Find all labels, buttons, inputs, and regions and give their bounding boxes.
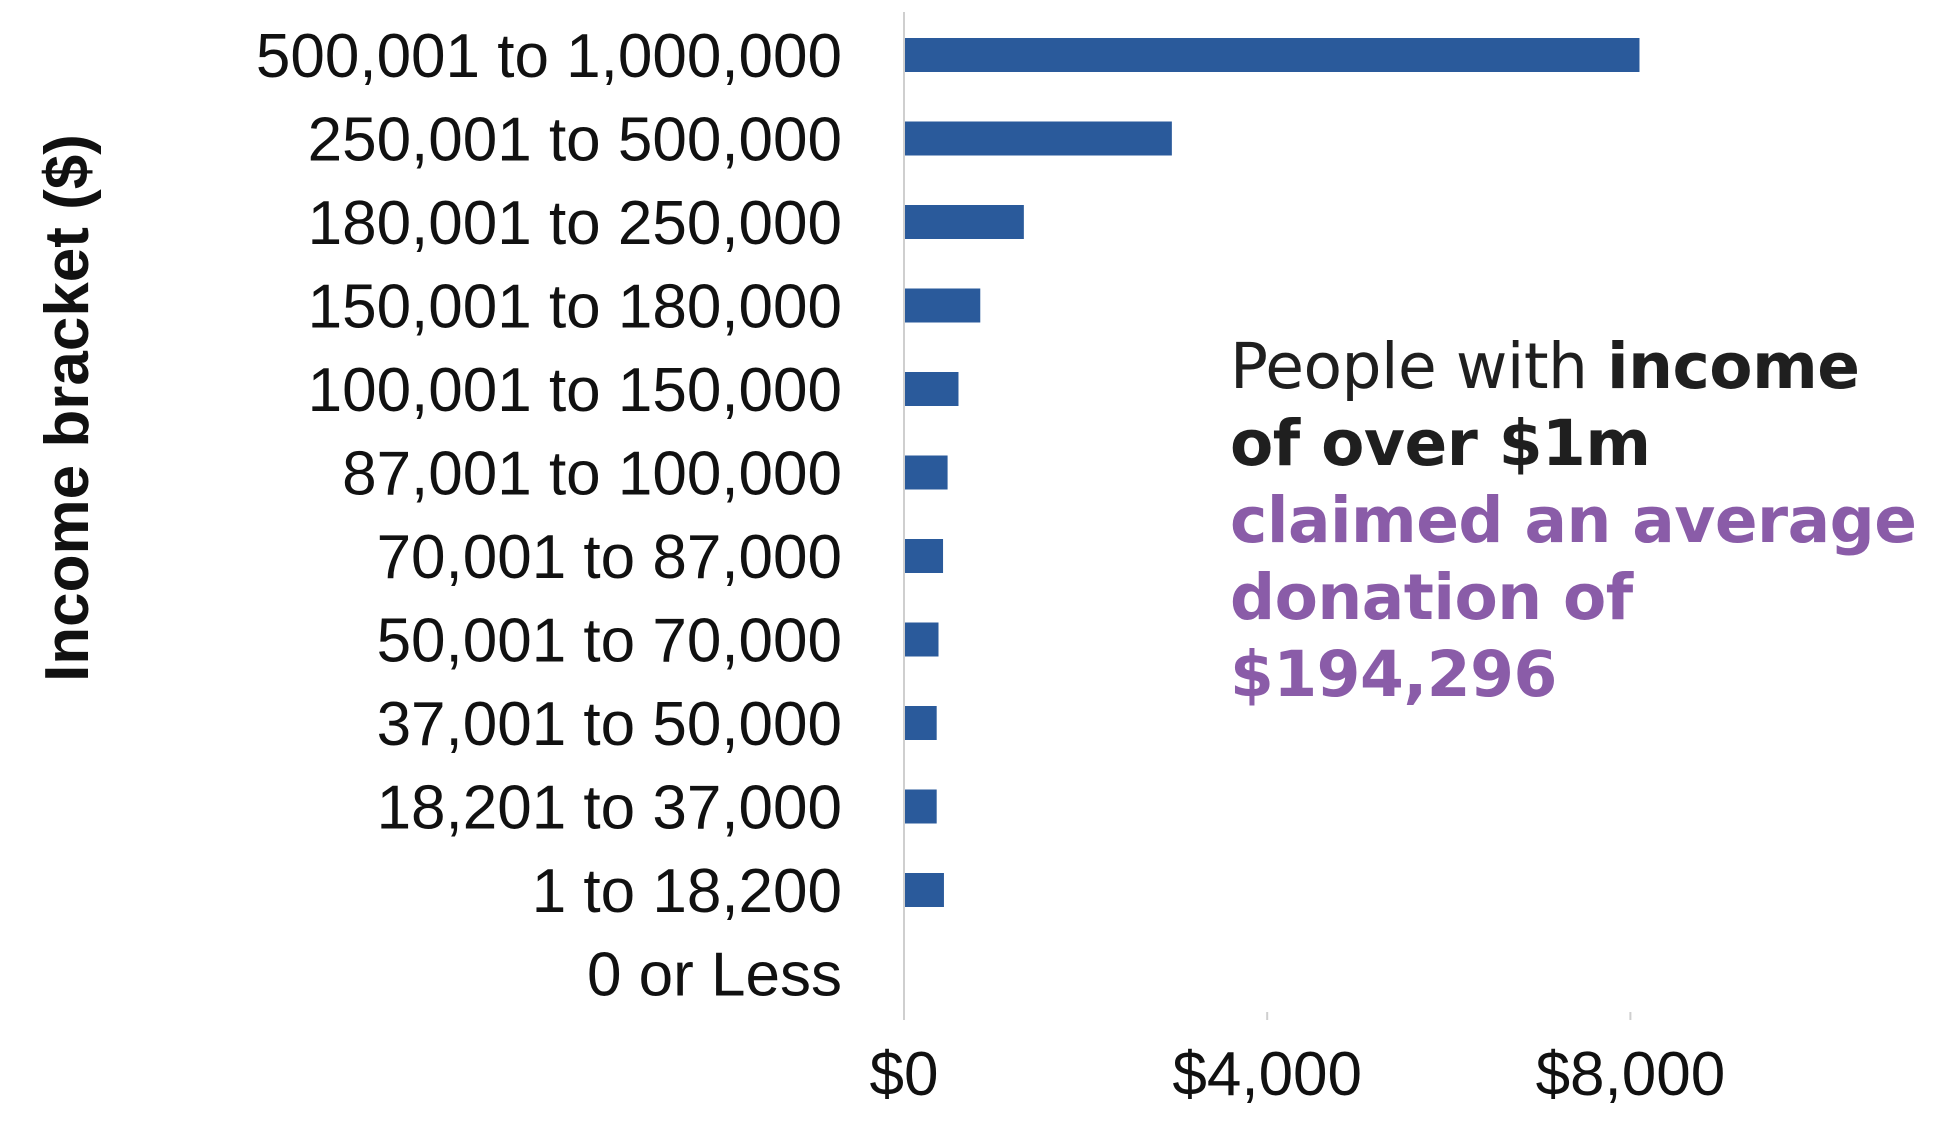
category-label: 50,001 to 70,000: [377, 607, 842, 676]
category-label: 150,001 to 180,000: [308, 273, 842, 342]
bars: [904, 38, 1640, 907]
category-label: 500,001 to 1,000,000: [256, 22, 842, 91]
category-label: 18,201 to 37,000: [377, 774, 842, 843]
bar: [904, 288, 981, 323]
bar: [904, 372, 959, 406]
chart-annotation: People with income of over $1m claimed a…: [1230, 328, 1941, 713]
category-label: 1 to 18,200: [532, 857, 842, 926]
bar: [904, 539, 944, 573]
annotation-part-3: claimed an average donation of $194,296: [1230, 484, 1917, 711]
bar: [904, 873, 944, 907]
category-label: 87,001 to 100,000: [342, 440, 842, 509]
category-label: 70,001 to 87,000: [377, 523, 842, 592]
bar: [904, 38, 1640, 72]
bar: [904, 789, 937, 824]
annotation-part-2: income of over $1m: [1230, 330, 1860, 480]
bar: [904, 205, 1024, 239]
x-axis-ticks: [903, 1012, 1632, 1020]
x-tick-label: $4,000: [1172, 1040, 1362, 1109]
category-label: 100,001 to 150,000: [308, 356, 842, 425]
annotation-part-1: People with: [1230, 330, 1608, 403]
category-labels: 500,001 to 1,000,000 250,001 to 500,000 18…: [256, 22, 842, 1010]
category-label: 0 or Less: [587, 941, 842, 1010]
category-label: 37,001 to 50,000: [377, 690, 842, 759]
x-tick-label: $0: [870, 1040, 939, 1109]
bar: [904, 455, 948, 490]
x-tick-label: $8,000: [1536, 1040, 1726, 1109]
x-tick-labels: $0 $4,000 $8,000: [870, 1040, 1726, 1109]
category-label: 250,001 to 500,000: [308, 106, 842, 175]
y-axis-title: Income bracket ($): [33, 134, 102, 682]
bar: [904, 121, 1172, 156]
bar: [904, 706, 937, 740]
category-label: 180,001 to 250,000: [308, 189, 842, 258]
y-axis-title-group: Income bracket ($): [33, 134, 102, 682]
bar: [904, 622, 939, 657]
